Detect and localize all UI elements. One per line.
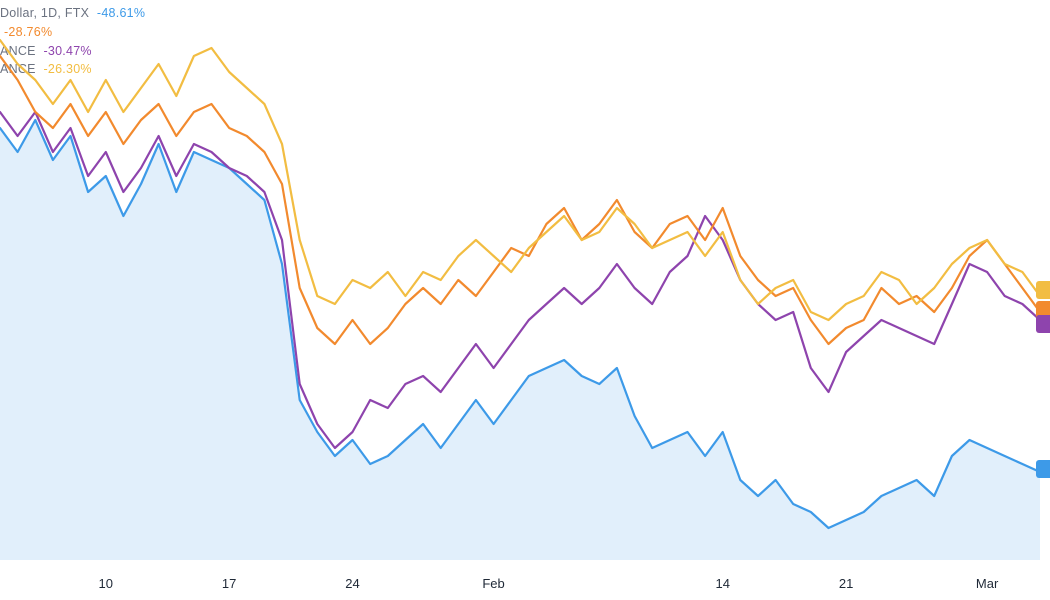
chart-xaxis: 10 17 24 Feb 14 21 Mar	[0, 560, 1040, 600]
yaxis-end-markers	[1036, 0, 1050, 560]
xaxis-tick: Mar	[976, 576, 998, 591]
xaxis-tick: 21	[839, 576, 853, 591]
xaxis-tick: 24	[345, 576, 359, 591]
end-marker-blue	[1036, 460, 1050, 478]
xaxis-tick: 10	[99, 576, 113, 591]
xaxis-tick: Feb	[482, 576, 504, 591]
end-marker-yellow	[1036, 281, 1050, 299]
xaxis-tick: 17	[222, 576, 236, 591]
chart-plot-area[interactable]	[0, 0, 1040, 560]
xaxis-tick: 14	[715, 576, 729, 591]
end-marker-purple	[1036, 315, 1050, 333]
price-comparison-chart: Dollar, 1D, FTX -48.61% -28.76% ANCE -30…	[0, 0, 1050, 600]
